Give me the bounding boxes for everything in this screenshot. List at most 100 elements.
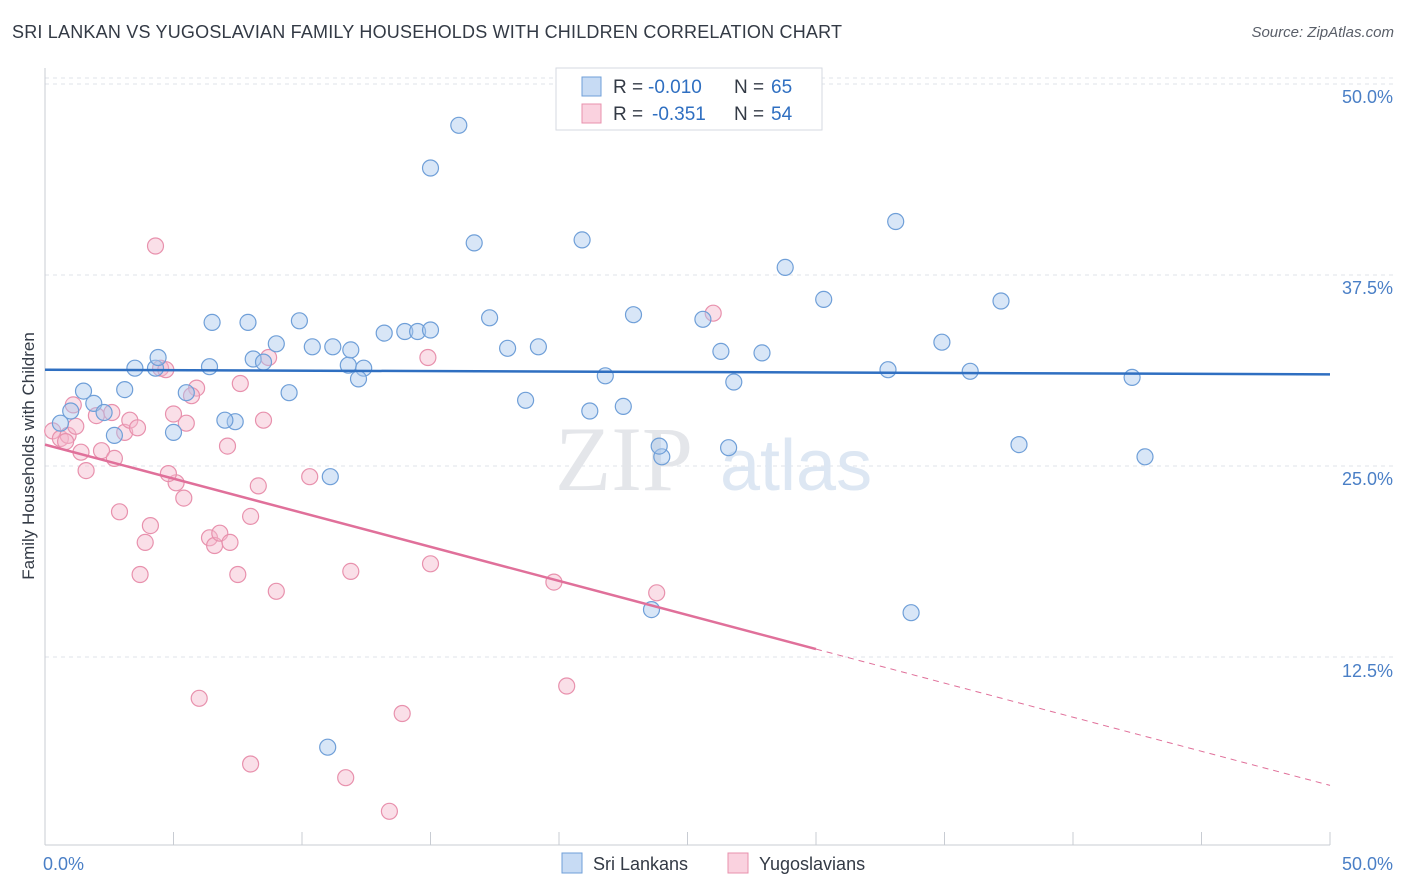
sri-lankans-point-48 xyxy=(753,344,771,362)
sri-lankans-point-9 xyxy=(105,426,124,444)
legend-r-value-1: -0.010 xyxy=(648,77,702,98)
sri-lankans-point-27 xyxy=(421,321,440,339)
yugoslavians-point-48 xyxy=(56,433,75,451)
y-tick-label-50: 50.0% xyxy=(1342,87,1393,107)
legend-n-label-1: N = xyxy=(734,77,764,98)
sri-lankans-point-37 xyxy=(581,402,599,420)
sri-lankans-point-15 xyxy=(244,350,262,368)
sri-lankans-point-57 xyxy=(1010,436,1028,454)
yugoslavians-point-21 xyxy=(177,414,195,432)
sri-lankans-point-61 xyxy=(164,423,183,441)
sri-lankans-point-43 xyxy=(650,437,668,455)
sri-lankans-point-63 xyxy=(216,411,234,429)
sri-lankans-point-8 xyxy=(95,403,113,422)
chart-source: Source: ZipAtlas.com xyxy=(1251,24,1394,41)
legend-swatch-pink xyxy=(581,103,602,124)
sri-lankans-point-31 xyxy=(465,234,483,252)
x-tick-label-0: 0.0% xyxy=(43,854,84,874)
sri-lankans-point-64 xyxy=(267,335,285,353)
yugoslavians-point-28 xyxy=(221,533,239,552)
sri-lankans-point-36 xyxy=(573,231,591,249)
gridlines xyxy=(45,77,1393,658)
yugoslavians-point-33 xyxy=(254,411,273,429)
yugoslavians-point-31 xyxy=(242,507,260,526)
yugoslavians-point-42 xyxy=(419,348,437,367)
x-tick-marks xyxy=(44,832,1331,845)
y-tick-label-25: 25.0% xyxy=(1342,469,1393,489)
sri-lankans-point-19 xyxy=(303,338,321,356)
yugoslavians-point-14 xyxy=(141,516,159,535)
sri-lankans-point-46 xyxy=(719,439,738,457)
bottom-legend-swatch-blue xyxy=(561,852,583,874)
yugoslavians-point-47 xyxy=(704,304,722,322)
legend-n-value-1: 65 xyxy=(771,77,792,98)
sri-lankans-point-47 xyxy=(725,373,743,391)
sri-lankans-point-30 xyxy=(450,116,468,134)
chart-title: SRI LANKAN VS YUGOSLAVIAN FAMILY HOUSEHO… xyxy=(12,22,843,42)
yugoslavians-point-23 xyxy=(190,689,208,707)
sri-lankans-point-28 xyxy=(421,159,440,177)
sri-lankans-point-6 xyxy=(126,359,144,377)
sri-lankans-point-5 xyxy=(146,359,165,377)
sri-lankans-point-3 xyxy=(74,382,93,400)
yugoslavians-point-46 xyxy=(648,584,666,602)
trend-lines xyxy=(44,368,1331,786)
sri-lankans-point-11 xyxy=(200,358,219,376)
sri-lankans-point-24 xyxy=(375,324,393,342)
x-tick-label-50: 50.0% xyxy=(1342,854,1393,874)
sri-lankans-point-17 xyxy=(280,384,298,402)
yugoslavians-point-32 xyxy=(249,477,267,495)
yugoslavians-point-36 xyxy=(267,582,285,600)
sri-lankans-point-0 xyxy=(51,414,70,432)
yugoslavians-point-4 xyxy=(77,462,95,480)
sri-lankans-point-44 xyxy=(694,310,712,328)
watermark-zip: ZIP xyxy=(555,408,693,510)
yugoslavians-point-41 xyxy=(393,704,411,723)
sri-lankans-point-49 xyxy=(776,258,794,276)
sri-lankans-point-59 xyxy=(1136,448,1154,466)
legend-r-label-1: R = xyxy=(613,77,643,98)
legend-swatch-blue xyxy=(581,76,602,97)
sri-lankans-point-29 xyxy=(321,468,339,486)
sri-lankans-point-45 xyxy=(712,342,730,360)
sri-lankans-point-62 xyxy=(349,370,368,388)
yugoslavians-point-12 xyxy=(131,565,149,584)
zipatlas-watermark: ZIP atlas xyxy=(555,408,872,510)
legend-n-label-2: N = xyxy=(734,104,764,125)
sri-lankans-point-18 xyxy=(290,312,308,330)
yugoslavians-point-3 xyxy=(67,417,85,435)
y-tick-label-12-5: 12.5% xyxy=(1342,661,1393,681)
sri-lankans-point-33 xyxy=(499,339,517,357)
watermark-atlas: atlas xyxy=(720,426,872,506)
sri-lankans-point-40 xyxy=(624,306,643,324)
sri-lankans-point-32 xyxy=(481,309,499,327)
sri-lankans-point-55 xyxy=(961,362,979,380)
sri-lankans-point-39 xyxy=(614,397,632,415)
sri-lankans-point-20 xyxy=(324,338,342,356)
sri-lankans-point-26 xyxy=(409,322,427,341)
legend: R = -0.010 N = 65 R = -0.351 N = 54 xyxy=(555,67,823,131)
yugoslavians-point-11 xyxy=(128,419,147,437)
legend-n-value-2: 54 xyxy=(771,104,793,125)
yugoslavians-point-50 xyxy=(110,503,129,521)
sri-lankans-point-12 xyxy=(203,313,221,331)
yugoslavians-point-30 xyxy=(231,374,249,393)
yugoslavians-trend-line-extension xyxy=(815,648,1331,786)
sri-lankans-point-34 xyxy=(516,391,535,409)
sri-lankans-point-50 xyxy=(815,290,833,308)
yugoslavians-point-13 xyxy=(136,533,154,552)
yugoslavians-point-38 xyxy=(337,769,355,787)
sri-lankans-point-16 xyxy=(254,353,273,371)
sri-lankans-point-7 xyxy=(149,348,167,367)
sri-lankans-point-35 xyxy=(529,338,548,356)
yugoslavians-point-43 xyxy=(421,555,440,573)
sri-lankans-point-52 xyxy=(887,212,905,231)
legend-r-label-2: R = xyxy=(613,104,643,125)
sri-lankans-trend-line xyxy=(44,368,1331,376)
sri-lankans-point-22 xyxy=(342,341,360,359)
sri-lankans-point-53 xyxy=(902,604,920,622)
sri-lankans-point-23 xyxy=(355,359,373,377)
bottom-legend-label-yugoslavians: Yugoslavians xyxy=(759,854,865,874)
yugoslavians-point-35 xyxy=(242,755,260,773)
